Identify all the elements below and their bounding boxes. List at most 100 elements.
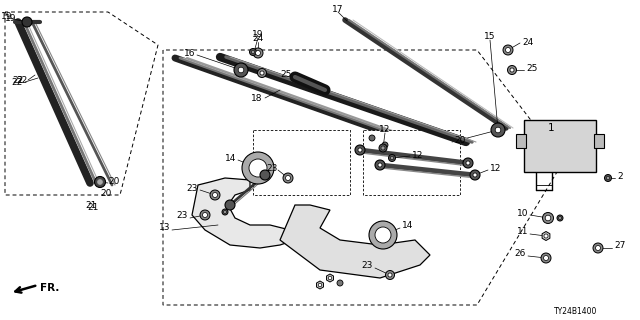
Circle shape [382, 142, 388, 148]
Circle shape [463, 158, 473, 168]
Polygon shape [163, 50, 563, 305]
Polygon shape [192, 178, 295, 248]
Polygon shape [326, 274, 333, 282]
Text: 17: 17 [332, 4, 344, 13]
Circle shape [95, 177, 106, 188]
Text: 13: 13 [159, 223, 170, 233]
Text: 19: 19 [252, 29, 264, 38]
Text: 23: 23 [267, 164, 278, 172]
Circle shape [253, 48, 263, 58]
Text: 27: 27 [614, 242, 625, 251]
Circle shape [22, 17, 32, 27]
Text: 1: 1 [548, 123, 555, 133]
Circle shape [242, 152, 274, 184]
Circle shape [260, 170, 270, 180]
Circle shape [559, 217, 561, 220]
Polygon shape [280, 205, 430, 278]
Text: 24: 24 [252, 34, 264, 43]
Circle shape [257, 68, 266, 77]
Text: 12: 12 [490, 164, 501, 172]
Circle shape [605, 174, 611, 181]
Circle shape [255, 51, 260, 55]
Circle shape [503, 45, 513, 55]
Circle shape [508, 66, 516, 75]
Text: 14: 14 [225, 154, 236, 163]
Circle shape [466, 161, 470, 165]
Circle shape [200, 210, 210, 220]
Text: 18: 18 [250, 93, 262, 102]
Circle shape [369, 135, 375, 141]
Circle shape [378, 163, 382, 167]
Circle shape [234, 63, 248, 77]
Circle shape [390, 156, 394, 160]
Text: 22: 22 [12, 77, 23, 86]
Text: 22: 22 [17, 76, 28, 84]
Circle shape [283, 173, 293, 183]
Text: 23: 23 [362, 261, 373, 270]
Circle shape [545, 215, 551, 221]
Circle shape [249, 159, 267, 177]
Circle shape [210, 190, 220, 200]
Circle shape [379, 144, 387, 152]
Circle shape [385, 270, 394, 279]
Circle shape [212, 193, 218, 197]
Text: 26: 26 [515, 250, 526, 259]
Circle shape [388, 155, 396, 162]
Circle shape [557, 215, 563, 221]
Circle shape [495, 127, 501, 133]
Circle shape [225, 200, 235, 210]
Circle shape [541, 253, 551, 263]
Circle shape [543, 212, 554, 223]
Circle shape [285, 175, 291, 180]
Circle shape [250, 49, 257, 55]
Bar [594, 134, 604, 148]
Circle shape [375, 227, 391, 243]
Circle shape [470, 170, 480, 180]
Circle shape [543, 255, 548, 260]
Circle shape [510, 68, 514, 72]
Text: 19: 19 [1, 12, 13, 20]
Text: 23: 23 [187, 183, 198, 193]
Text: 2: 2 [617, 172, 623, 180]
Circle shape [358, 148, 362, 152]
Circle shape [318, 283, 322, 287]
Polygon shape [317, 281, 323, 289]
Text: 12: 12 [380, 124, 390, 133]
Circle shape [202, 212, 207, 218]
Polygon shape [253, 130, 350, 195]
Text: 21: 21 [87, 203, 99, 212]
Circle shape [506, 47, 511, 52]
Circle shape [606, 176, 610, 180]
Circle shape [595, 245, 600, 251]
Circle shape [491, 123, 505, 137]
Circle shape [388, 273, 392, 277]
Text: 24: 24 [522, 37, 533, 46]
Text: TY24B1400: TY24B1400 [554, 308, 597, 316]
Circle shape [369, 221, 397, 249]
Circle shape [97, 180, 102, 185]
Circle shape [375, 160, 385, 170]
Circle shape [544, 234, 548, 238]
Circle shape [328, 276, 332, 280]
Text: 10: 10 [516, 209, 528, 218]
Text: 12: 12 [412, 150, 424, 159]
Text: 20: 20 [108, 177, 120, 186]
Circle shape [473, 173, 477, 177]
Text: 25: 25 [526, 63, 538, 73]
Circle shape [223, 211, 227, 213]
Text: FR.: FR. [40, 283, 60, 293]
Circle shape [238, 67, 244, 73]
Text: 21: 21 [85, 202, 97, 211]
Text: 14: 14 [402, 221, 413, 230]
Polygon shape [5, 12, 158, 195]
Text: 11: 11 [516, 228, 528, 236]
Text: 22: 22 [13, 76, 24, 84]
Polygon shape [363, 130, 460, 195]
Bar [516, 134, 526, 148]
Text: 19: 19 [5, 13, 17, 22]
Circle shape [337, 280, 343, 286]
Text: 25: 25 [280, 69, 291, 78]
Bar [524, 120, 596, 172]
Text: 16: 16 [184, 49, 195, 58]
Circle shape [260, 71, 264, 75]
